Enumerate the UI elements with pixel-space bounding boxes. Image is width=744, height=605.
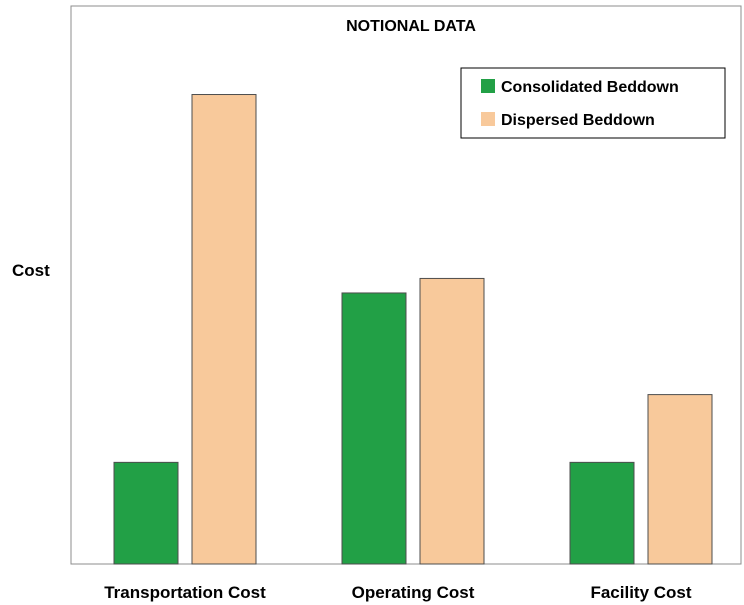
bar-transportation-cost-dispersed-beddown [191,94,257,565]
legend-swatch-dispersed [481,112,495,126]
y-axis-label: Cost [12,261,50,280]
legend-label-dispersed: Dispersed Beddown [501,112,655,129]
bar-operating-cost-consolidated-beddown [341,292,407,565]
legend: Consolidated Beddown Dispersed Beddown [460,67,726,139]
x-tick-label-facility-cost: Facility Cost [590,583,691,602]
chart-title: NOTIONAL DATA [346,18,476,35]
legend-box [460,67,726,139]
x-tick-label-transportation-cost: Transportation Cost [104,583,266,602]
bar-facility-cost-dispersed-beddown [647,394,713,565]
legend-swatch-consolidated [481,79,495,93]
x-tick-label-operating-cost: Operating Cost [352,583,475,602]
bars-group [113,94,713,565]
bar-operating-cost-dispersed-beddown [419,277,485,565]
bar-facility-cost-consolidated-beddown [569,461,635,565]
legend-label-consolidated: Consolidated Beddown [501,79,679,96]
x-tick-labels: Transportation Cost Operating Cost Facilit… [104,583,692,602]
bar-transportation-cost-consolidated-beddown [113,461,179,565]
